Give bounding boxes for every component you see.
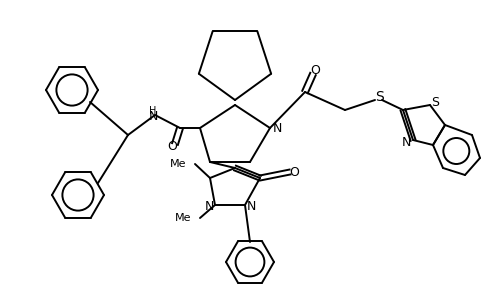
Text: O: O bbox=[167, 140, 177, 152]
Text: N: N bbox=[148, 111, 158, 123]
Text: Me: Me bbox=[170, 159, 186, 169]
Text: N: N bbox=[402, 137, 410, 150]
Text: S: S bbox=[374, 90, 384, 104]
Text: O: O bbox=[310, 63, 320, 77]
Text: Me: Me bbox=[174, 213, 191, 223]
Text: N: N bbox=[246, 201, 256, 213]
Text: O: O bbox=[289, 166, 299, 179]
Text: N: N bbox=[204, 201, 214, 213]
Text: S: S bbox=[431, 95, 439, 109]
Text: N: N bbox=[272, 121, 281, 135]
Text: H: H bbox=[150, 106, 156, 116]
